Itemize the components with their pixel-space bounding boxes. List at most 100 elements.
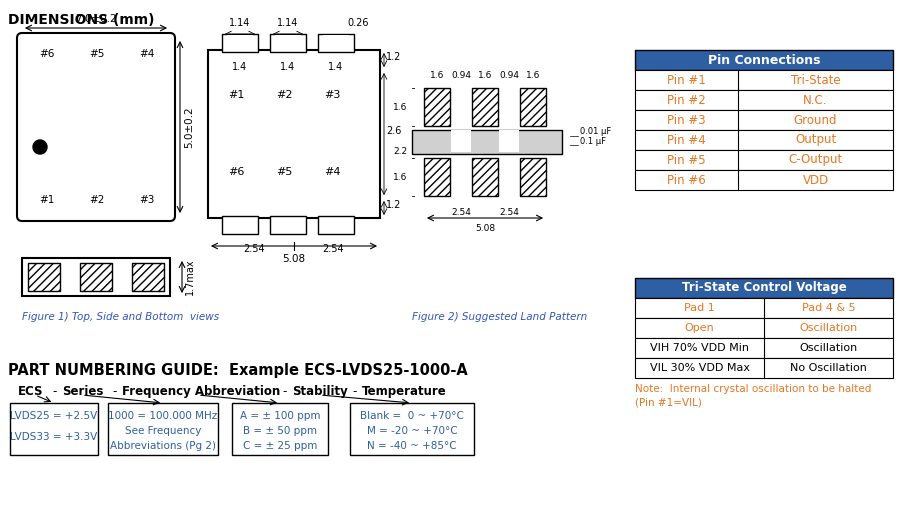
Text: Tri-State: Tri-State (791, 73, 841, 87)
Text: 2.54: 2.54 (323, 244, 345, 254)
Text: DIMENSIONS (mm): DIMENSIONS (mm) (8, 13, 155, 27)
Bar (412, 130, 562, 154)
Bar (232, 403, 328, 455)
Bar (10, 403, 98, 455)
Text: LVDS33 = +3.3V: LVDS33 = +3.3V (10, 432, 98, 442)
Text: 1000 = 100.000 MHz: 1000 = 100.000 MHz (109, 411, 217, 421)
Bar (222, 34, 258, 52)
Text: Oscillation: Oscillation (799, 323, 858, 333)
Text: 2.54: 2.54 (243, 244, 265, 254)
Text: 0.01 μF: 0.01 μF (580, 127, 611, 136)
Text: Pin #2: Pin #2 (667, 93, 706, 107)
Text: 1.7max: 1.7max (185, 259, 195, 295)
Text: #1: #1 (228, 90, 244, 100)
Bar (424, 88, 450, 126)
Text: 1.6: 1.6 (430, 71, 444, 80)
Text: 5.0±0.2: 5.0±0.2 (184, 106, 194, 148)
Bar (227, 221, 253, 233)
Text: Output: Output (795, 133, 836, 147)
Bar (424, 158, 450, 196)
Text: #6: #6 (39, 49, 54, 59)
Bar (22, 258, 170, 296)
Text: Figure 2) Suggested Land Pattern: Figure 2) Suggested Land Pattern (412, 312, 587, 322)
Text: 0.94: 0.94 (499, 71, 519, 80)
Text: Pin #6: Pin #6 (667, 173, 706, 187)
Text: Temperature: Temperature (362, 385, 447, 398)
Text: Pin #3: Pin #3 (667, 113, 706, 127)
Bar (520, 88, 546, 126)
Text: -: - (282, 385, 286, 398)
Text: -: - (112, 385, 117, 398)
Text: Blank =  0 ~ +70°C: Blank = 0 ~ +70°C (360, 411, 464, 421)
Text: #5: #5 (90, 49, 105, 59)
Bar (635, 318, 893, 338)
Bar (635, 110, 893, 130)
Text: #2: #2 (90, 195, 105, 205)
Text: 0.94: 0.94 (451, 71, 471, 80)
Text: #4: #4 (324, 167, 340, 177)
Text: Pin #1: Pin #1 (667, 73, 706, 87)
Bar (270, 216, 306, 234)
Bar (318, 216, 354, 234)
Text: See Frequency: See Frequency (125, 426, 201, 436)
Text: VDD: VDD (803, 173, 829, 187)
Text: -: - (52, 385, 56, 398)
Text: Oscillation: Oscillation (799, 343, 858, 353)
Circle shape (33, 140, 47, 154)
Bar (499, 130, 519, 152)
Text: Figure 1) Top, Side and Bottom  views: Figure 1) Top, Side and Bottom views (22, 312, 219, 322)
Bar (80, 263, 112, 291)
Bar (635, 90, 893, 110)
Text: 1.2: 1.2 (386, 200, 402, 210)
Text: -: - (352, 385, 357, 398)
Text: 0.26: 0.26 (348, 18, 368, 28)
Bar (227, 35, 253, 47)
Text: N = -40 ~ +85°C: N = -40 ~ +85°C (367, 441, 457, 451)
Text: #3: #3 (324, 90, 340, 100)
Bar (635, 150, 893, 170)
Text: PART NUMBERING GUIDE:  Example ECS-LVDS25-1000-A: PART NUMBERING GUIDE: Example ECS-LVDS25… (8, 363, 468, 378)
Text: 1.14: 1.14 (229, 18, 251, 28)
Text: Pad 4 & 5: Pad 4 & 5 (802, 303, 855, 313)
Text: B = ± 50 ppm: B = ± 50 ppm (243, 426, 317, 436)
Text: 0.1 μF: 0.1 μF (580, 137, 606, 146)
Bar (208, 50, 380, 218)
Bar (635, 338, 893, 358)
Text: VIL 30% VDD Max: VIL 30% VDD Max (650, 363, 749, 373)
Text: 1.4: 1.4 (329, 62, 344, 72)
Text: #5: #5 (276, 167, 292, 177)
Bar (275, 221, 301, 233)
Text: No Oscillation: No Oscillation (790, 363, 867, 373)
Bar (222, 216, 258, 234)
Bar (635, 358, 893, 378)
Text: 1.6: 1.6 (393, 172, 407, 182)
Bar (132, 263, 164, 291)
Text: Open: Open (684, 323, 714, 333)
Bar (472, 88, 498, 126)
Text: 5.08: 5.08 (475, 224, 495, 233)
Text: 7.0±0.2: 7.0±0.2 (75, 14, 117, 24)
Bar (270, 34, 306, 52)
Text: 2.54: 2.54 (499, 208, 519, 217)
Text: #1: #1 (39, 195, 54, 205)
Text: C = ± 25 ppm: C = ± 25 ppm (243, 441, 317, 451)
Text: Stability: Stability (292, 385, 348, 398)
Text: 1.6: 1.6 (526, 71, 540, 80)
Text: 2.6: 2.6 (386, 126, 402, 136)
Text: Frequency Abbreviation: Frequency Abbreviation (122, 385, 281, 398)
Text: Pin #4: Pin #4 (667, 133, 706, 147)
FancyBboxPatch shape (17, 33, 175, 221)
Text: A = ± 100 ppm: A = ± 100 ppm (240, 411, 320, 421)
Text: VIH 70% VDD Min: VIH 70% VDD Min (650, 343, 749, 353)
Bar (350, 403, 474, 455)
Text: 1.6: 1.6 (393, 103, 407, 111)
Text: LVDS25 = +2.5V: LVDS25 = +2.5V (10, 411, 98, 421)
Text: 1.4: 1.4 (281, 62, 296, 72)
Bar (28, 263, 60, 291)
Bar (472, 158, 498, 196)
Text: 1.6: 1.6 (478, 71, 492, 80)
Bar (275, 35, 301, 47)
Text: Note:  Internal crystal oscillation to be halted
(Pin #1=VIL): Note: Internal crystal oscillation to be… (635, 384, 872, 407)
Bar (635, 170, 893, 190)
Bar (635, 278, 893, 298)
